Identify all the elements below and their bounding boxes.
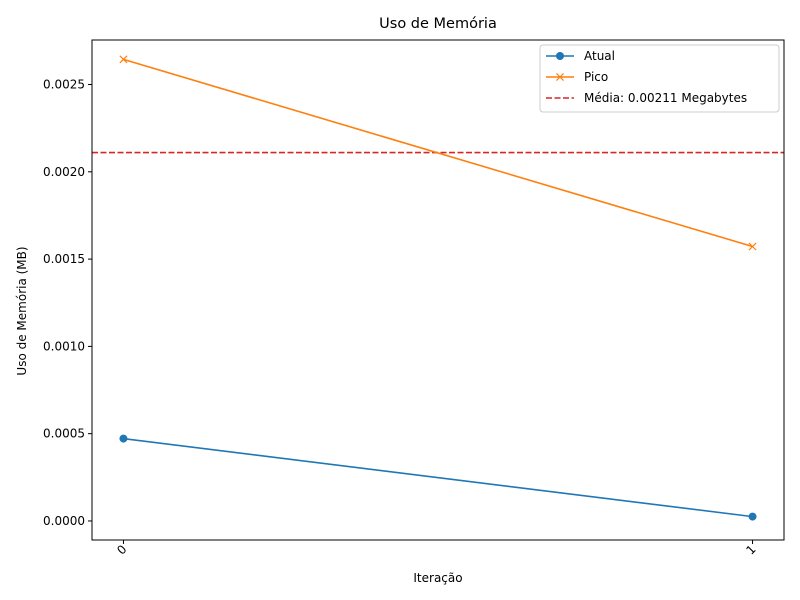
series-line-atual <box>123 437 753 518</box>
chart-title: Uso de Memória <box>379 16 497 32</box>
legend-label-atual: Atual <box>584 49 615 63</box>
y-tick-label: 0.0025 <box>43 78 85 92</box>
y-tick-label: 0.0010 <box>43 339 85 353</box>
legend-box <box>539 44 780 113</box>
legend-swatch-pico <box>546 72 574 82</box>
y-tick-label: 0.0005 <box>43 427 85 441</box>
x-tick-label: 1 <box>743 542 758 557</box>
data-point-atual <box>748 512 757 521</box>
series-line-pico <box>123 58 753 248</box>
x-axis-label: Iteração <box>413 571 462 585</box>
y-tick-label: 0.0000 <box>43 514 85 528</box>
x-tick-label: 0 <box>114 542 129 557</box>
plot-frame <box>91 39 785 541</box>
y-axis-label: Uso de Memória (MB) <box>15 246 29 375</box>
legend-label-mean: Média: 0.00211 Megabytes <box>584 91 747 105</box>
legend-swatch-atual <box>546 52 574 60</box>
legend: Atual Pico Média: 0.00211 Megabytes <box>539 44 780 113</box>
y-tick-label: 0.0020 <box>43 165 85 179</box>
data-point-pico <box>748 242 757 251</box>
y-tick-label: 0.0015 <box>43 252 85 266</box>
data-point-atual <box>119 434 128 443</box>
axes: 0.0000 0.0005 0.0010 0.0015 0.0020 0.0025 0 1 <box>43 39 785 558</box>
plot-area <box>92 55 784 521</box>
data-point-pico <box>119 55 128 64</box>
legend-label-pico: Pico <box>584 70 608 84</box>
